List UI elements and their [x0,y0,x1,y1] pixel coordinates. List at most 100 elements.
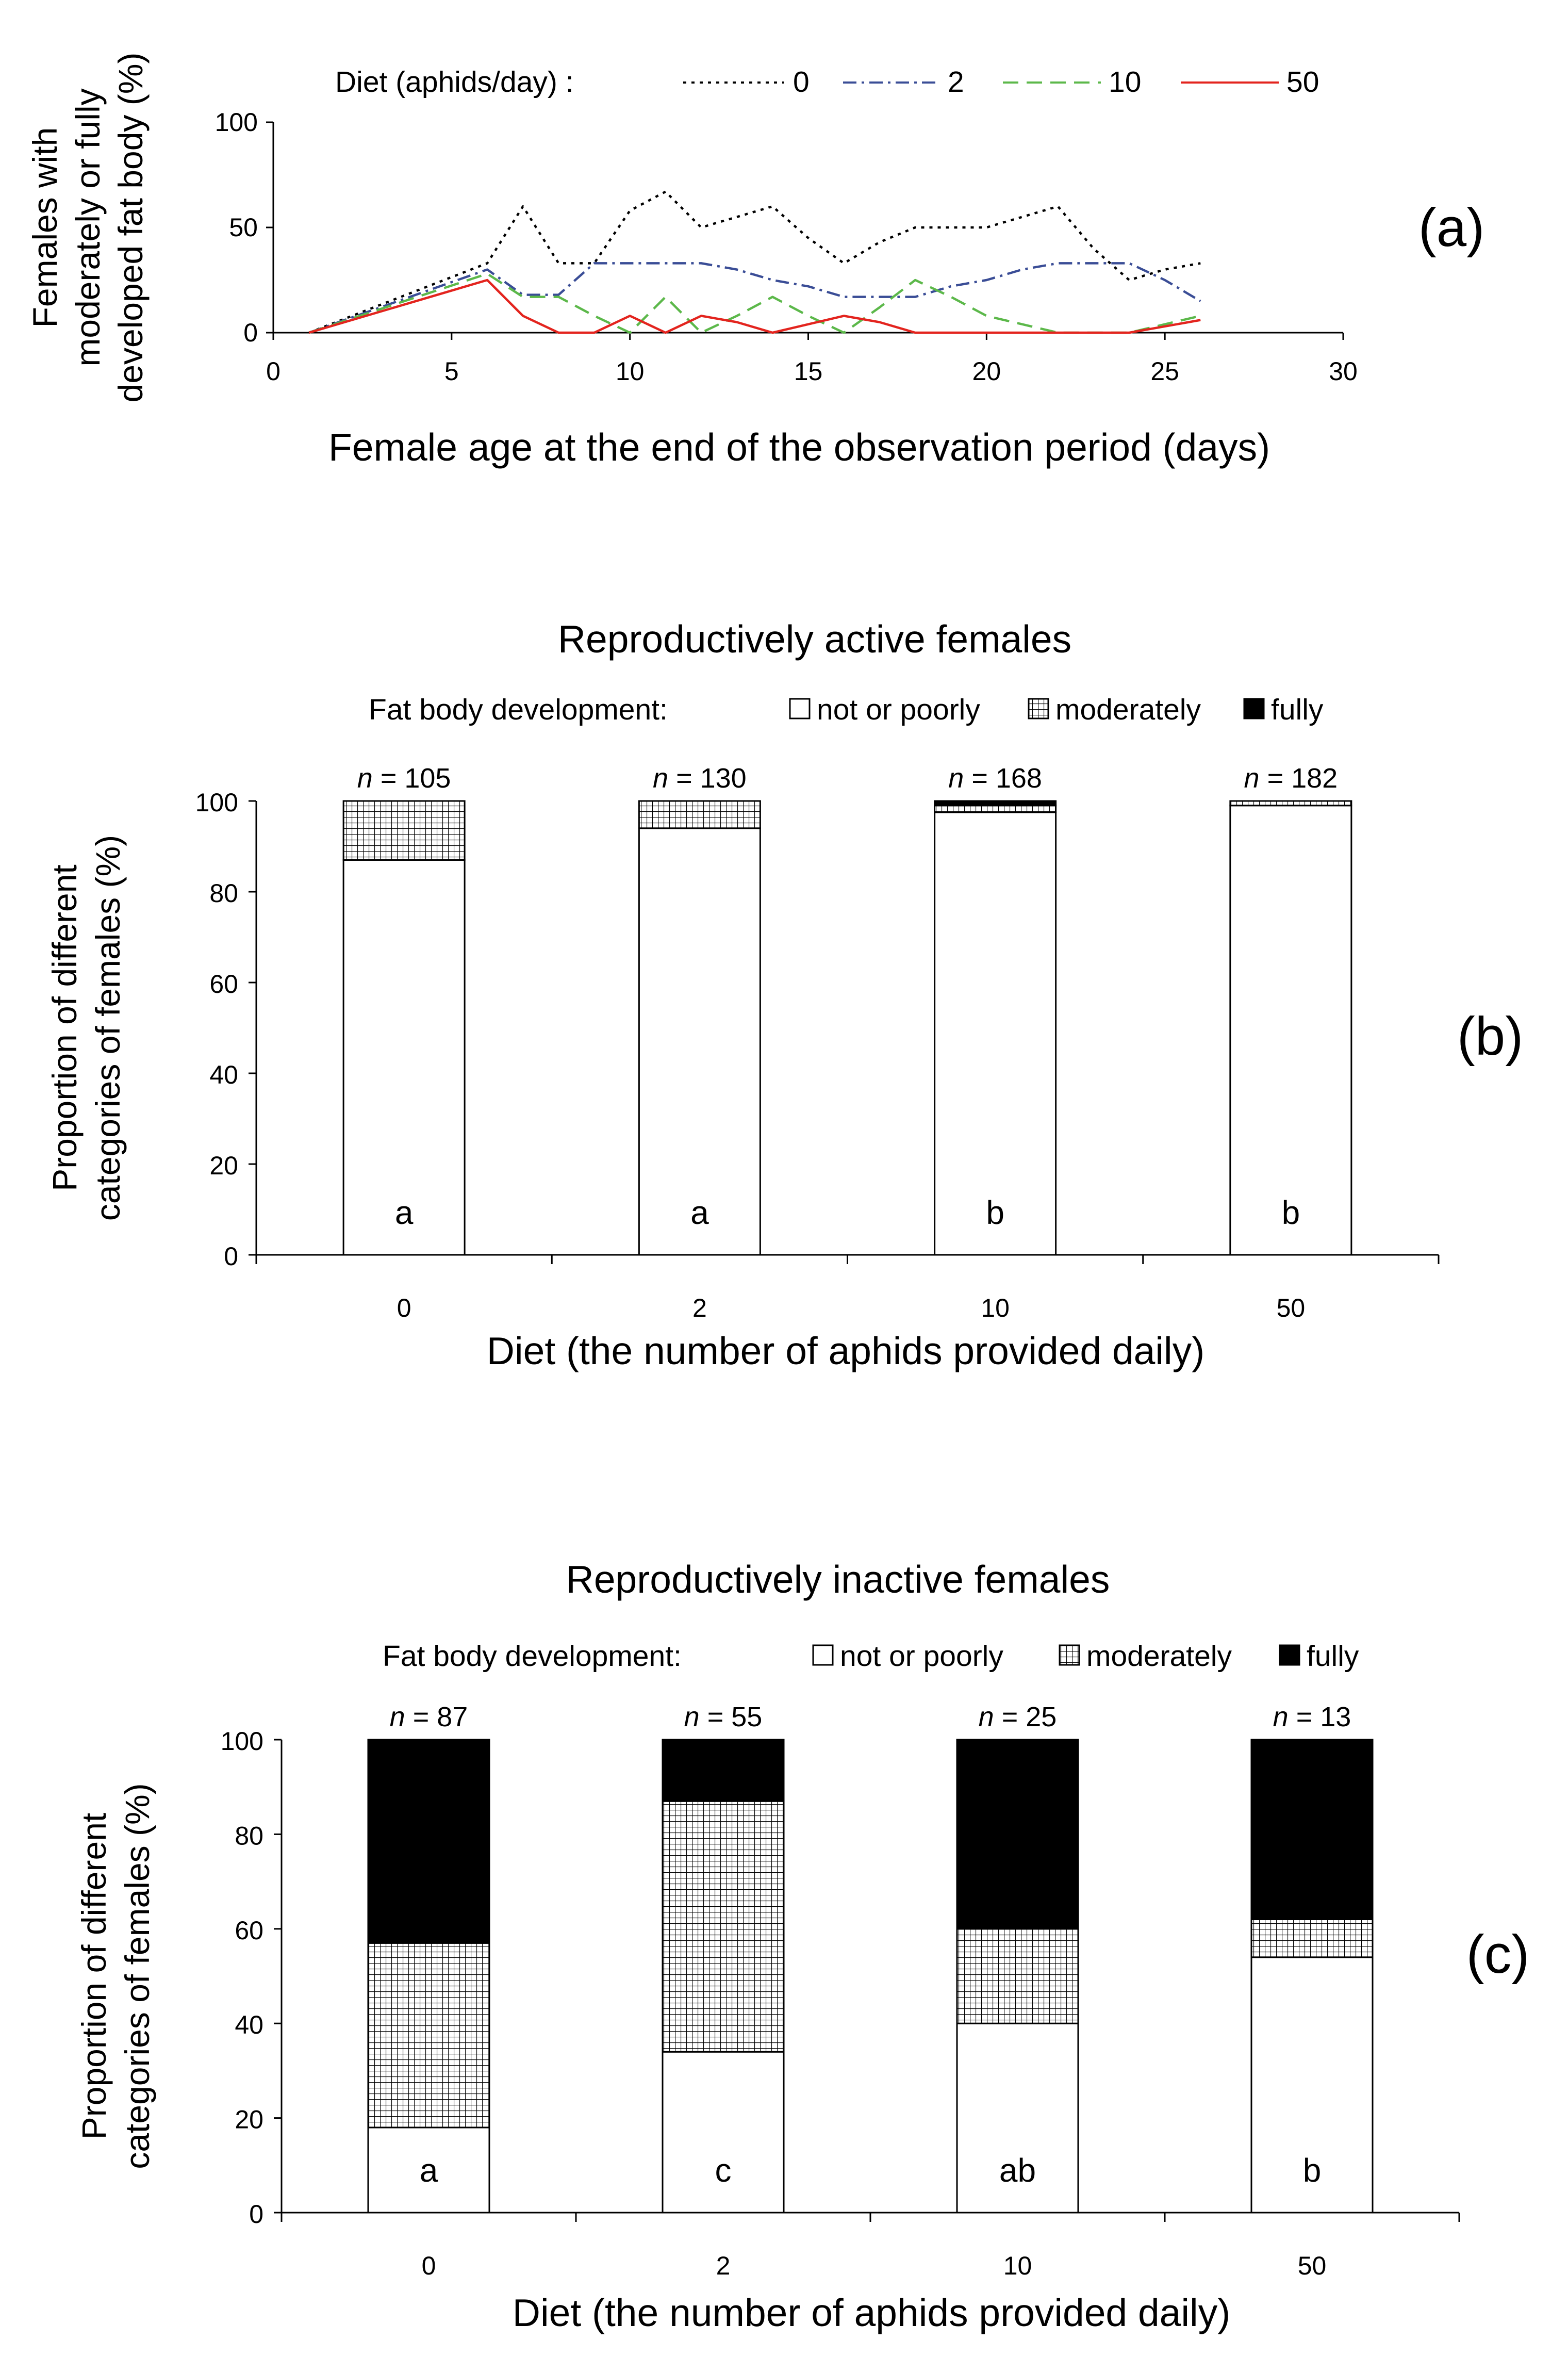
panel-c-title: Reproductively inactive females [566,1558,1110,1601]
panel-b-bar-segment-white [934,811,1057,1256]
panel-c-bar-segment-grid [1250,1918,1374,1958]
panel-b-x-tick-label: 10 [981,1294,1010,1322]
panel-c-bar-segment-white [1250,1956,1374,2214]
panel-b-bar-segment-white [342,859,466,1256]
panel-c-bar-segment-grid [662,1800,785,2053]
panel-c-bar-segment-black [956,1739,1079,1930]
panel-c-y-tick-label: 40 [235,2010,263,2039]
panel-c-bar-segment-grid [956,1928,1079,2024]
panel-c-x-tick-label: 0 [422,2251,436,2280]
panel-a-series-line-0 [308,190,1201,334]
panel-c-bar-segment-grid [367,1942,490,2129]
panel-b-label: (b) [1457,1006,1523,1067]
sample-size-n: n [653,763,668,794]
panel-c-legend-swatch-grid [1059,1644,1080,1666]
panel-b-bar-segment-grid [342,800,466,861]
panel-c-legend-swatch-white [812,1644,834,1666]
sample-size-value: = 130 [668,763,747,794]
panel-c-bar-segment-black [1250,1739,1374,1920]
panel-a-legend-label: 2 [948,66,964,99]
panel-a-y-tick-label: 100 [215,108,258,137]
panel-b-significance-letter: b [986,1194,1004,1231]
sample-size-n: n [1244,763,1260,794]
panel-b-y-tick-label: 20 [209,1151,238,1180]
panel-b-y-tick-label: 80 [209,879,238,908]
panel-b-sample-size: n = 168 [948,763,1042,794]
panel-c-legend-label: fully [1307,1640,1359,1673]
panel-a-series-line-50 [308,279,1201,334]
panel-b-x-tick-label: 0 [397,1294,411,1322]
panel-a-x-tick-label: 15 [794,357,823,386]
panel-b-bar-segment-white [638,827,761,1256]
panel-a-legend-title: Diet (aphids/day) : [335,66,574,99]
panel-b-y-axis-title: Proportion of different [45,864,84,1191]
panel-b-bar-segment-grid [638,800,761,829]
panel-c-legend-label: moderately [1086,1640,1232,1673]
sample-size-value: = 105 [373,763,451,794]
panel-c-bar-segment-white [662,2051,785,2214]
panel-a-legend-label: 0 [793,66,810,99]
panel-c-y-axis-title: Proportion of different [75,1813,113,2140]
panel-b-legend-swatch-white [789,698,811,719]
panel-c-y-axis-title: categories of females (%) [118,1783,156,2169]
panel-b-bar-segment-white [1229,805,1352,1256]
panel-c-significance-letter: a [420,2152,438,2189]
panel-c-x-tick-label: 10 [1003,2251,1032,2280]
panel-b-sample-size: n = 130 [653,763,747,794]
panel-c-significance-letter: b [1303,2152,1322,2189]
panel-a-y-tick-label: 50 [229,213,258,242]
panel-c-y-tick-label: 60 [235,1916,263,1945]
panel-a-y-tick-label: 0 [243,318,258,347]
panel-b-significance-letter: b [1282,1194,1300,1231]
panel-b-significance-letter: a [690,1194,709,1231]
sample-size-n: n [357,763,373,794]
panel-c-sample-size: n = 87 [390,1701,468,1732]
panel-b-y-tick-label: 0 [224,1242,238,1271]
panel-c-sample-size: n = 55 [684,1701,763,1732]
panel-b-x-axis-title: Diet (the number of aphids provided dail… [487,1329,1204,1372]
panel-c-bar-segment-black [662,1739,785,1802]
panel-a-x-tick-label: 5 [444,357,459,386]
panel-c-significance-letter: ab [999,2152,1036,2189]
panel-b-bar-segment-grid [934,805,1057,813]
panel-b-y-tick-label: 100 [195,788,238,817]
sample-size-value: = 168 [964,763,1042,794]
panel-a-legend-label: 50 [1286,66,1319,99]
panel-c-label: (c) [1466,1924,1529,1985]
panel-c-legend-label: not or poorly [840,1640,1003,1673]
panel-a-x-tick-label: 20 [972,357,1001,386]
sample-size-n: n [1273,1701,1289,1732]
panel-b-significance-letter: a [395,1194,414,1231]
sample-size-n: n [948,763,964,794]
panel-a-legend-label: 10 [1109,66,1141,99]
panel-b-bar-segment-black [934,800,1057,807]
panel-b-legend-label: not or poorly [817,693,980,726]
panel-c-x-tick-label: 50 [1298,2251,1327,2280]
panel-b-sample-size: n = 105 [357,763,451,794]
panel-a-label: (a) [1418,198,1484,258]
sample-size-value: = 87 [405,1701,468,1732]
panel-c-legend-swatch-black [1279,1644,1300,1666]
sample-size-n: n [684,1701,700,1732]
panel-a-x-tick-label: 25 [1150,357,1179,386]
panel-b-y-tick-label: 60 [209,970,238,999]
panel-b-bar-segment-grid [1229,800,1352,807]
panel-b-y-axis-title: categories of females (%) [89,835,127,1221]
panel-c-legend-title: Fat body development: [383,1640,682,1673]
panel-b-legend-label: fully [1271,693,1324,726]
panel-c-y-tick-label: 100 [221,1727,263,1756]
panel-a-y-axis-title: moderately or fully [69,88,107,366]
sample-size-value: = 55 [700,1701,763,1732]
panel-c-significance-letter: c [715,2152,732,2189]
panel-a-x-axis-title: Female age at the end of the observation… [328,426,1270,469]
panel-b-y-tick-label: 40 [209,1060,238,1089]
panel-c-sample-size: n = 13 [1273,1701,1351,1732]
panel-a-series-line-10 [308,272,1201,334]
panel-b-x-tick-label: 50 [1277,1294,1306,1322]
panel-b-sample-size: n = 182 [1244,763,1338,794]
panel-c-y-tick-label: 20 [235,2105,263,2134]
panel-c-sample-size: n = 25 [979,1701,1057,1732]
panel-b-legend-swatch-black [1243,698,1265,719]
panel-a-x-tick-label: 0 [266,357,280,386]
